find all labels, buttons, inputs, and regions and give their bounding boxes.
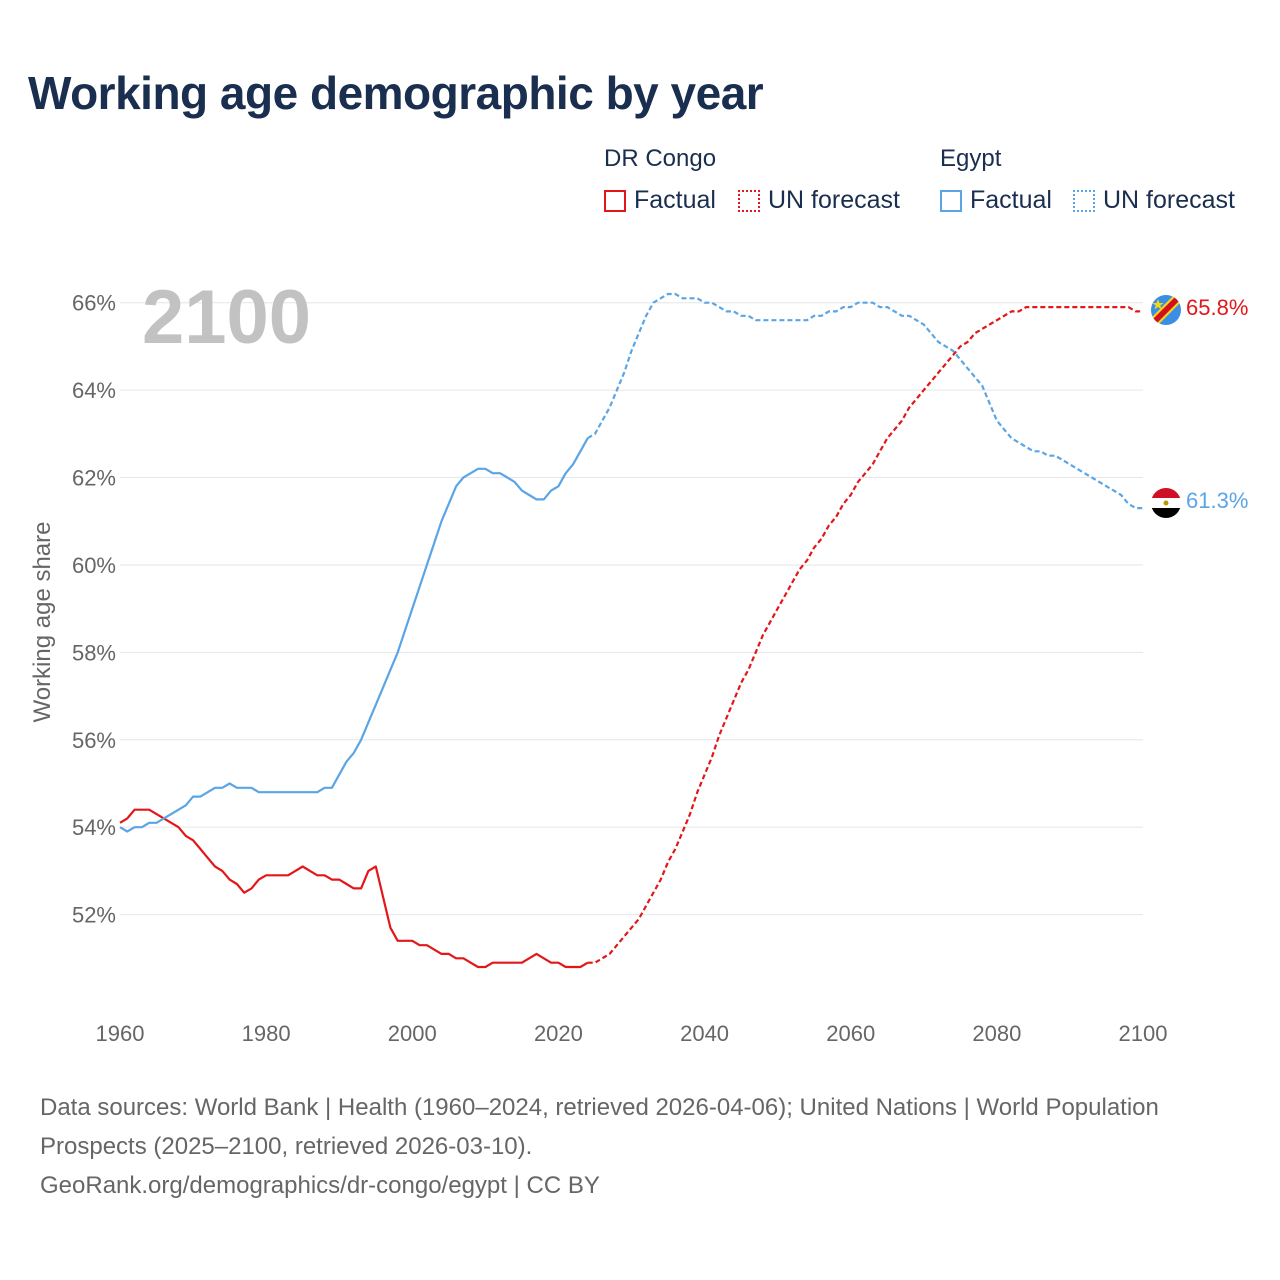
footer: Data sources: World Bank | Health (1960–…	[40, 1088, 1220, 1205]
y-tick-label: 58%	[72, 640, 116, 665]
x-tick-label: 2000	[388, 1021, 437, 1046]
source-link[interactable]: GeoRank.org/demographics/dr-congo/egypt …	[40, 1172, 600, 1199]
egypt-forecast-line	[587, 292, 1143, 510]
x-tick-label: 2060	[826, 1021, 875, 1046]
legend-swatch-red-solid	[604, 189, 626, 212]
legend-label: UN forecast	[1103, 186, 1235, 214]
legend-swatch-blue-solid	[940, 189, 962, 212]
legend-label: UN forecast	[768, 186, 900, 214]
legend-item-egypt-forecast[interactable]: UN forecast	[1073, 186, 1235, 215]
year-watermark: 2100	[142, 275, 311, 360]
x-tick-label: 1980	[242, 1021, 291, 1046]
y-tick-label: 56%	[72, 728, 116, 753]
data-sources: Data sources: World Bank | Health (1960–…	[40, 1094, 1159, 1160]
egypt-flag-icon	[1151, 488, 1181, 518]
legend-item-dr-congo-factual[interactable]: Factual	[604, 186, 716, 215]
dr-congo-factual-line	[119, 808, 589, 969]
x-tick-label: 2100	[1119, 1021, 1168, 1046]
line-chart: 52% 54% 56% 58% 60% 62% 64% 66% 1960 1980 2000 2020…	[29, 275, 1248, 1046]
y-tick-label: 62%	[72, 466, 116, 491]
dr-congo-forecast-line	[587, 306, 1143, 964]
dr-congo-end-label: 65.8%	[1186, 295, 1248, 320]
x-tick-label: 1960	[96, 1021, 145, 1046]
legend-group-egypt: Egypt	[940, 145, 1002, 172]
egypt-factual-line	[119, 437, 589, 833]
chart-title: Working age demographic by year	[28, 67, 764, 119]
legend-item-egypt-factual[interactable]: Factual	[940, 186, 1052, 215]
legend-label: Factual	[970, 186, 1052, 214]
legend-label: Factual	[634, 186, 716, 214]
legend-group-dr-congo: DR Congo	[604, 145, 717, 172]
legend-swatch-blue-dotted	[1073, 189, 1095, 212]
y-tick-label: 60%	[72, 553, 116, 578]
y-axis-label: Working age share	[29, 522, 56, 723]
y-tick-label: 66%	[72, 291, 116, 316]
dr-congo-flag-icon	[1151, 295, 1181, 325]
egypt-end-label: 61.3%	[1186, 488, 1248, 513]
legend-item-dr-congo-forecast[interactable]: UN forecast	[738, 186, 900, 215]
y-tick-label: 52%	[72, 903, 116, 928]
y-tick-label: 54%	[72, 815, 116, 840]
x-tick-label: 2040	[680, 1021, 729, 1046]
y-tick-label: 64%	[72, 378, 116, 403]
legend-swatch-red-dotted	[738, 189, 760, 212]
x-tick-label: 2020	[534, 1021, 583, 1046]
x-tick-label: 2080	[972, 1021, 1021, 1046]
